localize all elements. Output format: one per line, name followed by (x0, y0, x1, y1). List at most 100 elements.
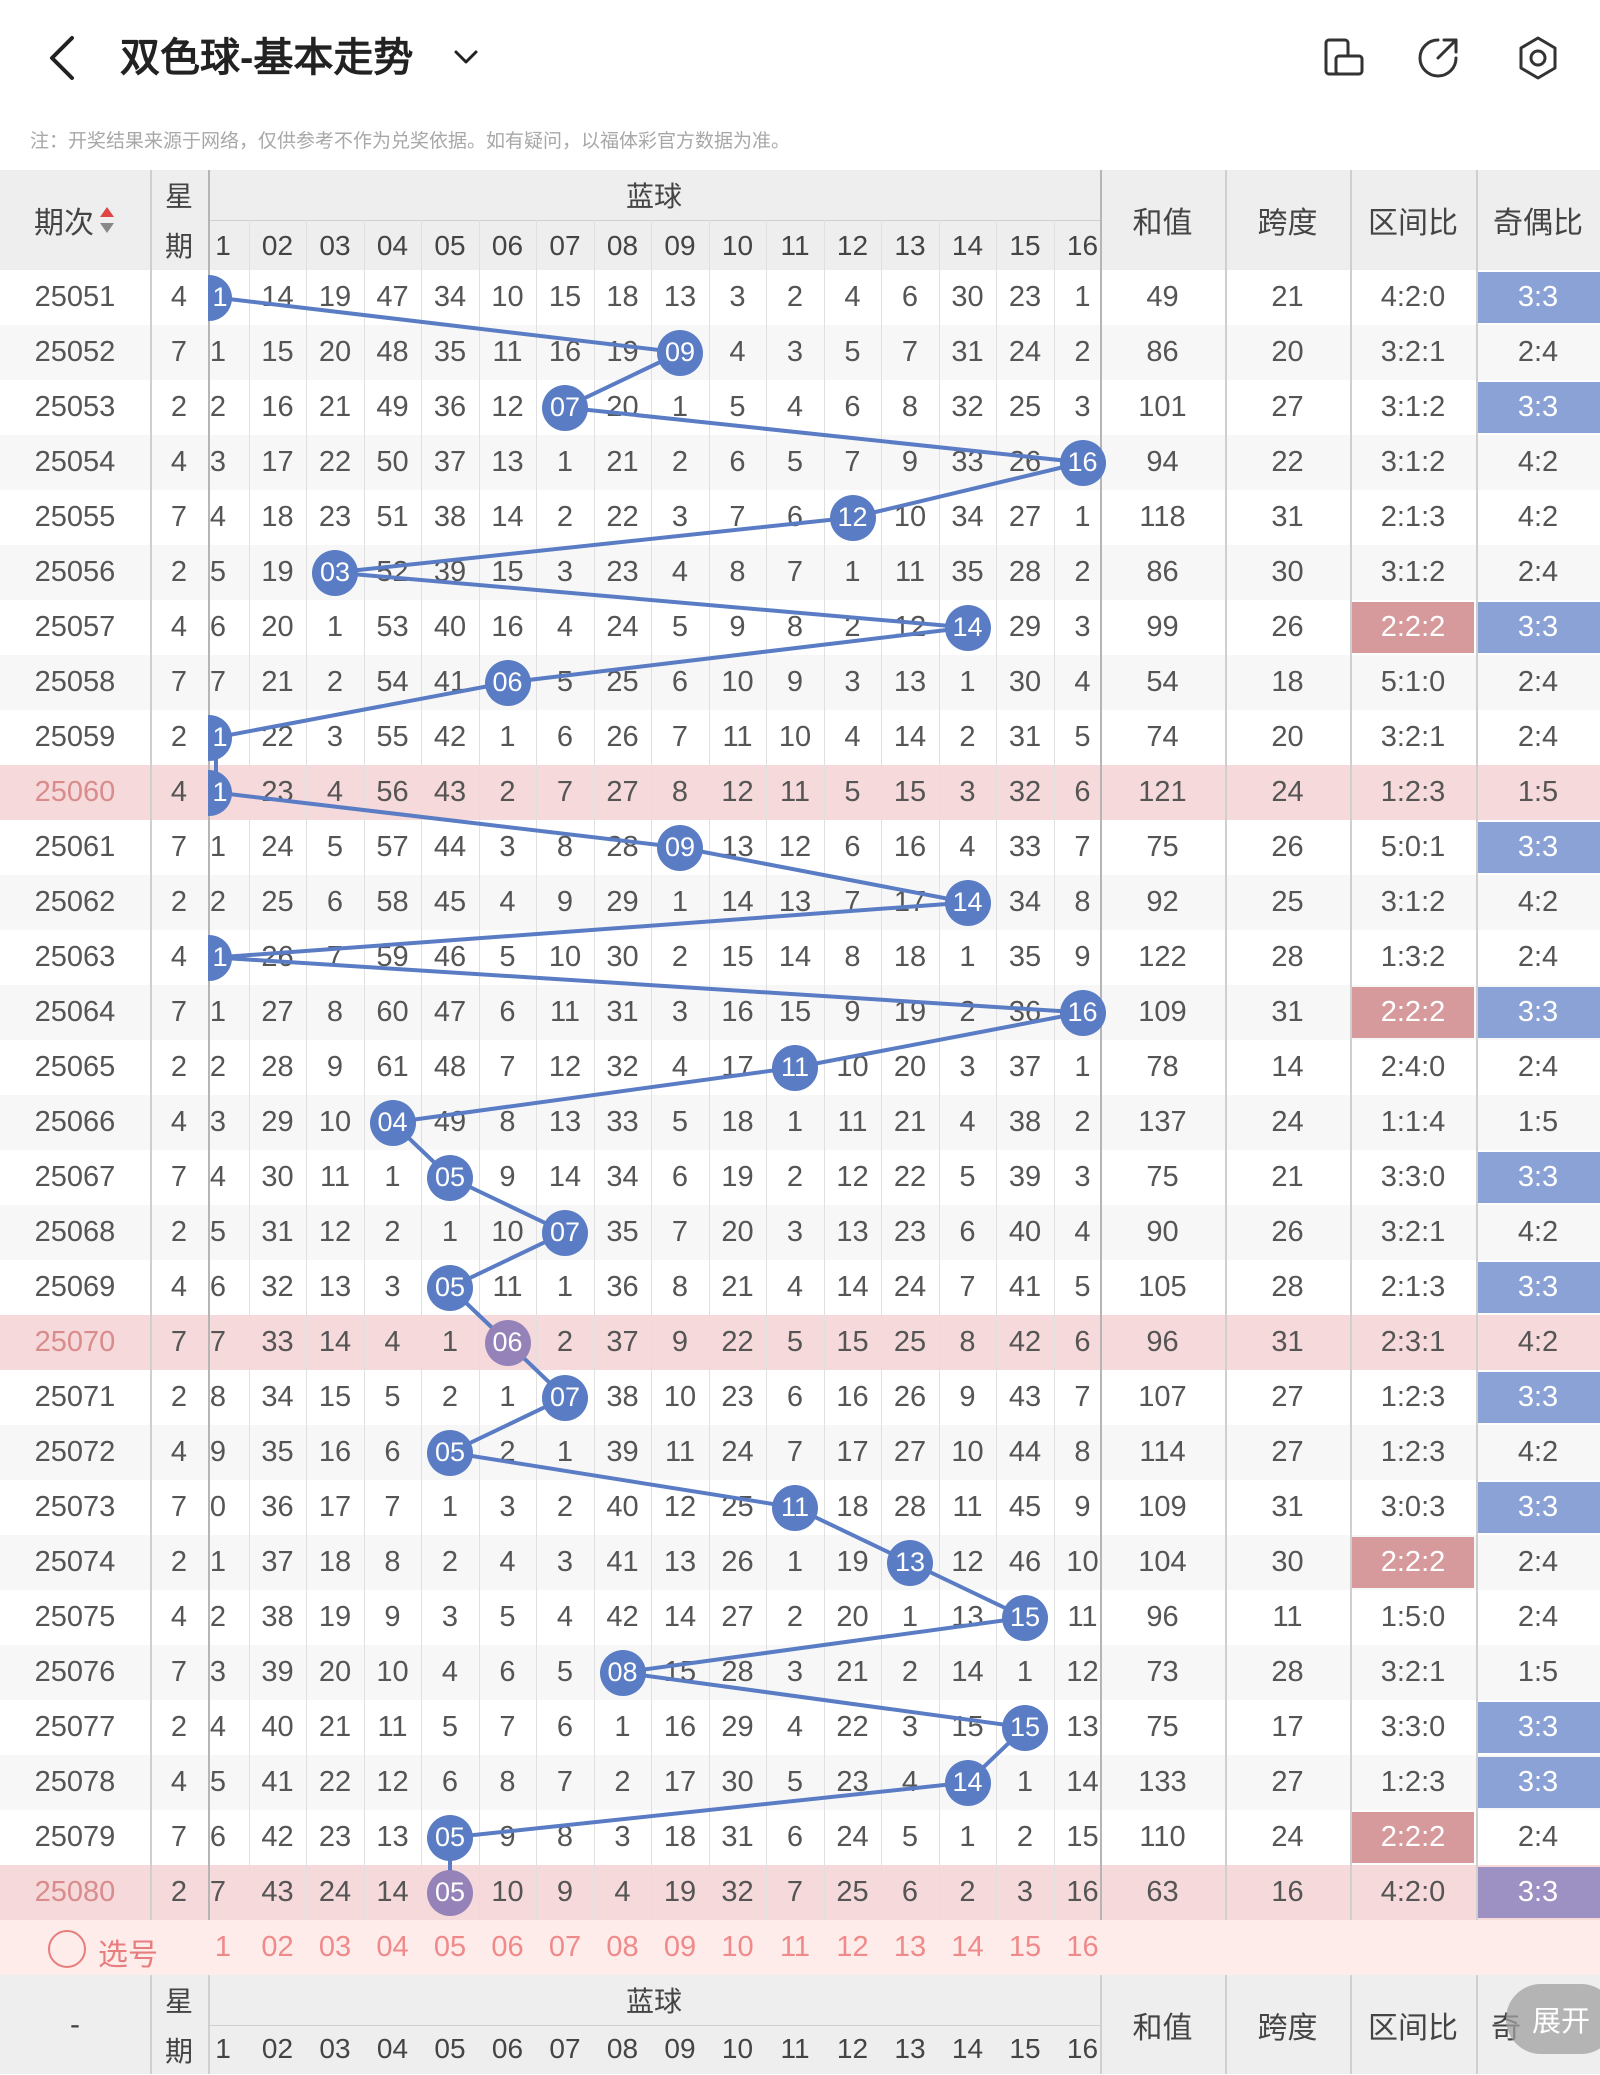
column-separator (1350, 170, 1352, 1920)
odd-even-cell: 4:2 (1517, 1216, 1559, 1248)
blue-number-header[interactable]: 16 (1066, 230, 1099, 261)
blue-number-header[interactable]: 05 (434, 230, 466, 261)
back-arrow-icon[interactable] (40, 30, 90, 86)
omission-cell: 7 (499, 1711, 516, 1743)
omission-cell: 7 (209, 1876, 227, 1908)
omission-cell: 20 (318, 336, 352, 368)
sort-arrows-icon[interactable] (98, 205, 116, 235)
blue-number-header[interactable]: 12 (836, 230, 869, 261)
blue-number-header[interactable]: 15 (1009, 230, 1041, 261)
blue-number-header[interactable]: 08 (606, 230, 639, 261)
period-cell: 25074 (34, 1546, 116, 1578)
sum-cell: 73 (1146, 1656, 1179, 1688)
omission-cell: 14 (721, 886, 754, 918)
pick-number[interactable]: 13 (893, 1931, 927, 1963)
weekday-cell: 7 (170, 996, 188, 1028)
omission-cell: 13 (548, 1106, 582, 1138)
odd-even-highlight (1478, 822, 1600, 873)
omission-cell: 22 (318, 446, 352, 478)
pick-number[interactable]: 11 (779, 1931, 811, 1963)
zone-ratio-header[interactable]: 区间比 (1368, 207, 1458, 240)
blue-number-header[interactable]: 07 (549, 230, 581, 261)
sum-header[interactable]: 和值 (1132, 207, 1193, 240)
pick-number[interactable]: 08 (606, 1931, 639, 1963)
omission-cell: 12 (893, 611, 927, 643)
odd-even-cell: 3:3 (1517, 831, 1559, 863)
pick-label[interactable]: 选号 (98, 1939, 158, 1972)
blue-number-header[interactable]: 13 (894, 230, 926, 261)
odd-even-header[interactable]: 奇偶比 (1493, 207, 1583, 240)
blue-number-header[interactable]: 09 (664, 230, 696, 261)
pick-number[interactable]: 12 (836, 1931, 869, 1963)
omission-cell: 9 (844, 996, 861, 1028)
omission-cell: 1 (786, 1546, 804, 1578)
omission-cell: 30 (606, 941, 639, 973)
blue-number-header[interactable]: 14 (951, 230, 984, 261)
blue-number-header[interactable]: 02 (261, 230, 294, 261)
share-icon[interactable] (1410, 30, 1466, 86)
pick-number[interactable]: 04 (376, 1931, 409, 1963)
omission-cell: 37 (1008, 1051, 1042, 1083)
pick-number[interactable]: 14 (951, 1931, 984, 1963)
blue-number-header[interactable]: 10 (721, 230, 754, 261)
pick-number[interactable]: 07 (548, 1931, 582, 1963)
omission-cell: 1 (844, 556, 861, 588)
omission-cell: 4 (326, 776, 344, 808)
pick-number[interactable]: 03 (318, 1931, 352, 1963)
pick-number[interactable]: 16 (1066, 1931, 1099, 1963)
expand-button[interactable]: 展开 (1506, 1984, 1600, 2054)
footer-blue-number: 16 (1066, 2033, 1099, 2064)
pick-number[interactable]: 10 (721, 1931, 754, 1963)
sum-cell: 109 (1138, 996, 1187, 1028)
blue-number-header[interactable]: 06 (491, 230, 524, 261)
chevron-down-icon[interactable] (448, 34, 484, 82)
omission-cell: 10 (836, 1051, 869, 1083)
omission-cell: 5 (844, 336, 861, 368)
span-cell: 25 (1271, 886, 1304, 918)
omission-cell: 2 (556, 1491, 574, 1523)
zone-ratio-cell: 3:2:1 (1380, 721, 1446, 753)
omission-cell: 1 (441, 1326, 459, 1358)
pick-number[interactable]: 06 (491, 1931, 524, 1963)
phone-rotate-icon[interactable] (1316, 30, 1372, 86)
blue-number-header[interactable]: 1 (215, 230, 231, 261)
omission-cell: 1 (1016, 1656, 1034, 1688)
span-cell: 21 (1271, 281, 1304, 313)
settings-icon[interactable] (1510, 30, 1566, 86)
pick-number[interactable]: 02 (261, 1931, 294, 1963)
span-header[interactable]: 跨度 (1257, 207, 1318, 240)
omission-cell: 39 (606, 1436, 639, 1468)
pick-number[interactable]: 1 (214, 1931, 232, 1963)
omission-cell: 38 (606, 1381, 639, 1413)
period-header[interactable]: 期次 (0, 170, 150, 270)
pick-circle-icon[interactable] (48, 1930, 86, 1968)
odd-even-cell: 3:3 (1517, 1161, 1559, 1193)
pick-number[interactable]: 05 (433, 1931, 467, 1963)
weekday-cell: 7 (170, 1821, 188, 1853)
omission-cell: 9 (901, 446, 919, 478)
blue-number-header[interactable]: 03 (319, 230, 351, 261)
zone-ratio-highlight (1352, 1812, 1474, 1863)
pick-number[interactable]: 15 (1008, 1931, 1042, 1963)
odd-even-cell: 4:2 (1517, 1326, 1559, 1358)
omission-cell: 2 (614, 1766, 631, 1798)
pick-number[interactable]: 09 (663, 1931, 697, 1963)
odd-even-cell: 2:4 (1517, 666, 1559, 698)
omission-cell: 28 (261, 1051, 294, 1083)
weekday-header-top: 星 (164, 181, 193, 212)
zone-ratio-cell: 1:2:3 (1380, 1766, 1446, 1798)
omission-cell: 12 (318, 1216, 352, 1248)
period-cell: 25056 (34, 556, 116, 588)
blue-number-header[interactable]: 11 (780, 230, 810, 261)
omission-cell: 36 (261, 1491, 294, 1523)
span-cell: 16 (1271, 1876, 1304, 1908)
omission-cell: 8 (729, 556, 746, 588)
omission-cell: 42 (261, 1821, 294, 1853)
span-cell: 27 (1271, 1381, 1304, 1413)
omission-cell: 6 (499, 996, 516, 1028)
omission-cell: 1 (384, 1161, 401, 1193)
page-title[interactable]: 双色球-基本走势 (120, 36, 414, 80)
omission-cell: 35 (261, 1436, 294, 1468)
omission-cell: 15 (721, 941, 754, 973)
blue-number-header[interactable]: 04 (376, 230, 409, 261)
